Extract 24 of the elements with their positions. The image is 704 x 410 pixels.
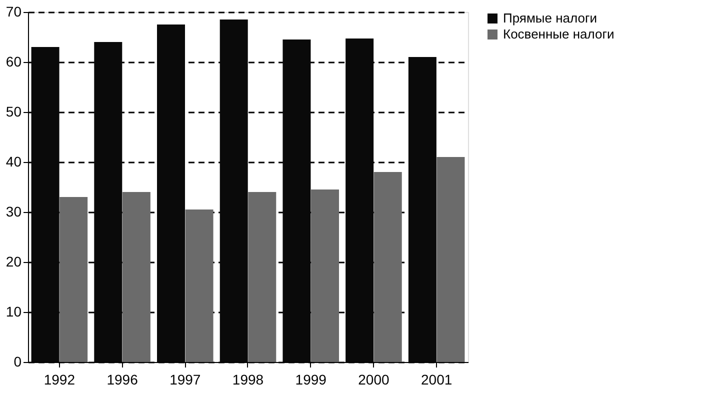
x-tick-label: 1992 [44, 372, 76, 388]
bar [374, 172, 402, 362]
legend-label: Прямые налоги [503, 10, 597, 26]
bar [248, 192, 276, 362]
legend-label: Косвенные налоги [503, 26, 614, 42]
y-tick-label: 0 [14, 354, 22, 370]
bar [436, 157, 465, 362]
y-tick-label: 70 [6, 4, 22, 20]
x-tick-label: 1996 [106, 372, 138, 388]
x-tick-label: 2001 [420, 372, 452, 388]
bar [185, 210, 214, 362]
y-tick-label: 50 [6, 104, 22, 120]
bar [60, 197, 88, 362]
y-tick-label: 60 [6, 54, 22, 70]
x-tick-label: 1997 [170, 372, 201, 388]
bar [311, 190, 339, 362]
y-tick-label: 20 [6, 254, 22, 270]
y-tick-label: 40 [6, 154, 22, 170]
bar [122, 192, 150, 362]
x-tick-label: 2000 [358, 372, 390, 388]
y-tick-label: 10 [6, 304, 22, 320]
x-tick-label: 1998 [232, 372, 264, 388]
x-tick-label: 1999 [295, 372, 327, 388]
y-tick-label: 30 [6, 204, 22, 220]
